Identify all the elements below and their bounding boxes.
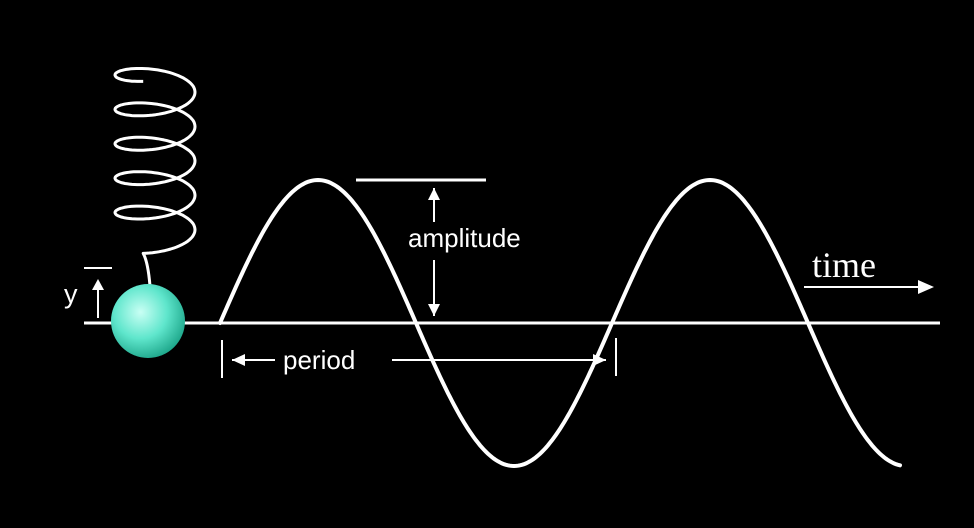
period-indicator: period [221,338,617,378]
sine-wave [218,177,902,469]
period-label: period [283,345,355,375]
time-label: time [812,245,876,285]
y-displacement-indicator: y [64,267,112,318]
amplitude-label: amplitude [408,223,521,253]
mass-ball [111,284,185,358]
amplitude-indicator: amplitude [356,178,521,316]
time-indicator: time [804,245,934,294]
y-label: y [64,279,78,309]
spring-coil [113,67,197,287]
